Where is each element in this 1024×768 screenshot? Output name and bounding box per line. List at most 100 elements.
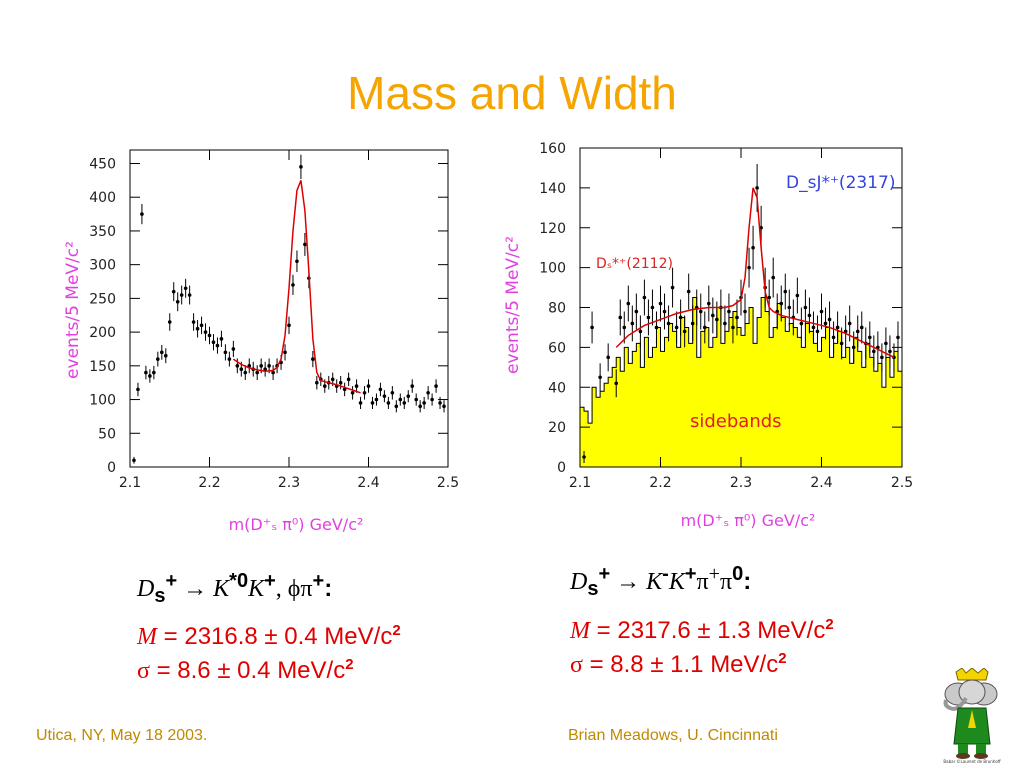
left-data-point [382, 394, 387, 398]
right-data-point [747, 265, 751, 270]
left-ytick-label: 400 [89, 190, 116, 206]
right-data-point [783, 289, 788, 294]
right-xtick-label: 2.3 [730, 475, 752, 491]
right-ytick-label: 20 [548, 420, 566, 436]
left-data-point [350, 391, 355, 395]
right-data-point [799, 321, 804, 326]
left-data-point [148, 374, 152, 378]
right-data-point [803, 305, 808, 310]
right-data-point [755, 186, 759, 190]
left-data-point [191, 320, 196, 324]
right-data-point [743, 309, 747, 314]
left-data-point [271, 370, 275, 375]
left-plot-frame [129, 149, 449, 468]
logo-caption: Babar ©Laurent de Brunhoff [943, 759, 1000, 764]
left-data-point [179, 293, 184, 297]
left-xtick-label: 2.4 [357, 475, 379, 491]
left-xtick-label: 2.3 [278, 475, 300, 491]
left-xtick-label: 2.5 [437, 475, 459, 491]
left-mass-result: M = 2316.8 ± 0.4 MeV/c2 [137, 622, 401, 650]
right-data-point [795, 293, 800, 298]
sidebands-label: sidebands [690, 411, 782, 432]
left-fit-curve [232, 180, 361, 394]
left-data-point [163, 353, 168, 358]
right-data-point [767, 295, 771, 300]
left-ytick-label: 0 [107, 460, 116, 476]
left-ytick-label: 150 [89, 359, 116, 375]
left-data-point [156, 357, 160, 361]
left-data-point [426, 391, 430, 395]
right-ytick-label: 80 [548, 301, 566, 317]
right-data-point [622, 325, 627, 330]
right-data-point [771, 275, 775, 280]
left-data-point [263, 367, 267, 372]
left-data-point [394, 404, 399, 409]
left-data-point [303, 242, 307, 247]
right-data-point [614, 381, 619, 386]
left-data-point [315, 380, 319, 385]
babar-elephant-logo: Babar ©Laurent de Brunhoff [943, 668, 1001, 764]
right-ytick-label: 160 [539, 141, 566, 157]
left-data-point [354, 384, 359, 388]
left-data-point [255, 370, 259, 375]
left-y-axis-label: events/5 MeV/c² [63, 241, 83, 379]
left-data-point [295, 259, 299, 264]
right-xtick-label: 2.5 [891, 475, 913, 491]
right-data-point [847, 321, 852, 326]
right-x-axis-label: m(D⁺ₛ π⁰) GeV/c² [681, 511, 816, 530]
left-data-point [418, 404, 422, 409]
right-data-point [590, 325, 594, 330]
left-data-point [199, 323, 204, 328]
left-x-axis-label: m(D⁺ₛ π⁰) GeV/c² [229, 515, 364, 534]
right-fit-curve [615, 187, 895, 359]
left-data-point [386, 401, 391, 405]
footer-location-date: Utica, NY, May 18 2003. [36, 727, 208, 744]
left-data-point [438, 401, 442, 405]
left-data-point [374, 397, 379, 402]
left-data-point [398, 397, 403, 402]
right-data-point [779, 301, 784, 306]
right-data-point [707, 301, 711, 306]
right-data-point [618, 315, 623, 320]
left-xtick-label: 2.2 [198, 475, 220, 491]
left-data-point [442, 404, 446, 409]
right-data-point [859, 325, 864, 330]
right-y-axis-label: events/5 MeV/c² [503, 236, 523, 374]
right-ytick-label: 0 [557, 460, 566, 476]
right-data-point [823, 321, 828, 326]
right-data-point [702, 325, 707, 330]
right-data-point [606, 355, 610, 360]
right-data-point [650, 305, 655, 310]
left-data-point [410, 384, 415, 388]
right-data-point [642, 295, 647, 300]
left-data-point [422, 401, 426, 405]
left-data-point [227, 357, 232, 361]
left-data-point [167, 320, 172, 324]
left-data-point [152, 370, 156, 375]
right-data-point [658, 301, 663, 306]
dsj-2317-label: D_sJ*⁺(2317) [786, 173, 895, 193]
right-xtick-label: 2.1 [569, 475, 591, 491]
left-data-point [243, 370, 248, 375]
left-ytick-label: 350 [89, 224, 116, 240]
right-mass-result: M = 2317.6 ± 1.3 MeV/c2 [570, 616, 834, 644]
left-data-point [144, 370, 148, 375]
right-ytick-label: 140 [539, 181, 566, 197]
left-data-point [132, 458, 136, 463]
right-data-point [835, 325, 840, 330]
right-data-point [896, 335, 900, 340]
right-data-point [787, 305, 792, 310]
right-data-point [711, 313, 715, 318]
left-data-point [406, 394, 411, 398]
right-data-point [638, 329, 643, 334]
right-data-point [686, 289, 691, 294]
left-decay-formula: Ds+ → K*0K+, ϕπ+: [137, 570, 333, 607]
ds-star-2112-label: Dₛ*⁺(2112) [596, 256, 673, 272]
sideband-histogram [579, 297, 903, 468]
left-data-point [211, 340, 216, 345]
right-data-point [827, 317, 832, 322]
right-data-point [751, 245, 755, 250]
right-data-point [630, 321, 635, 326]
right-data-point [735, 315, 739, 320]
